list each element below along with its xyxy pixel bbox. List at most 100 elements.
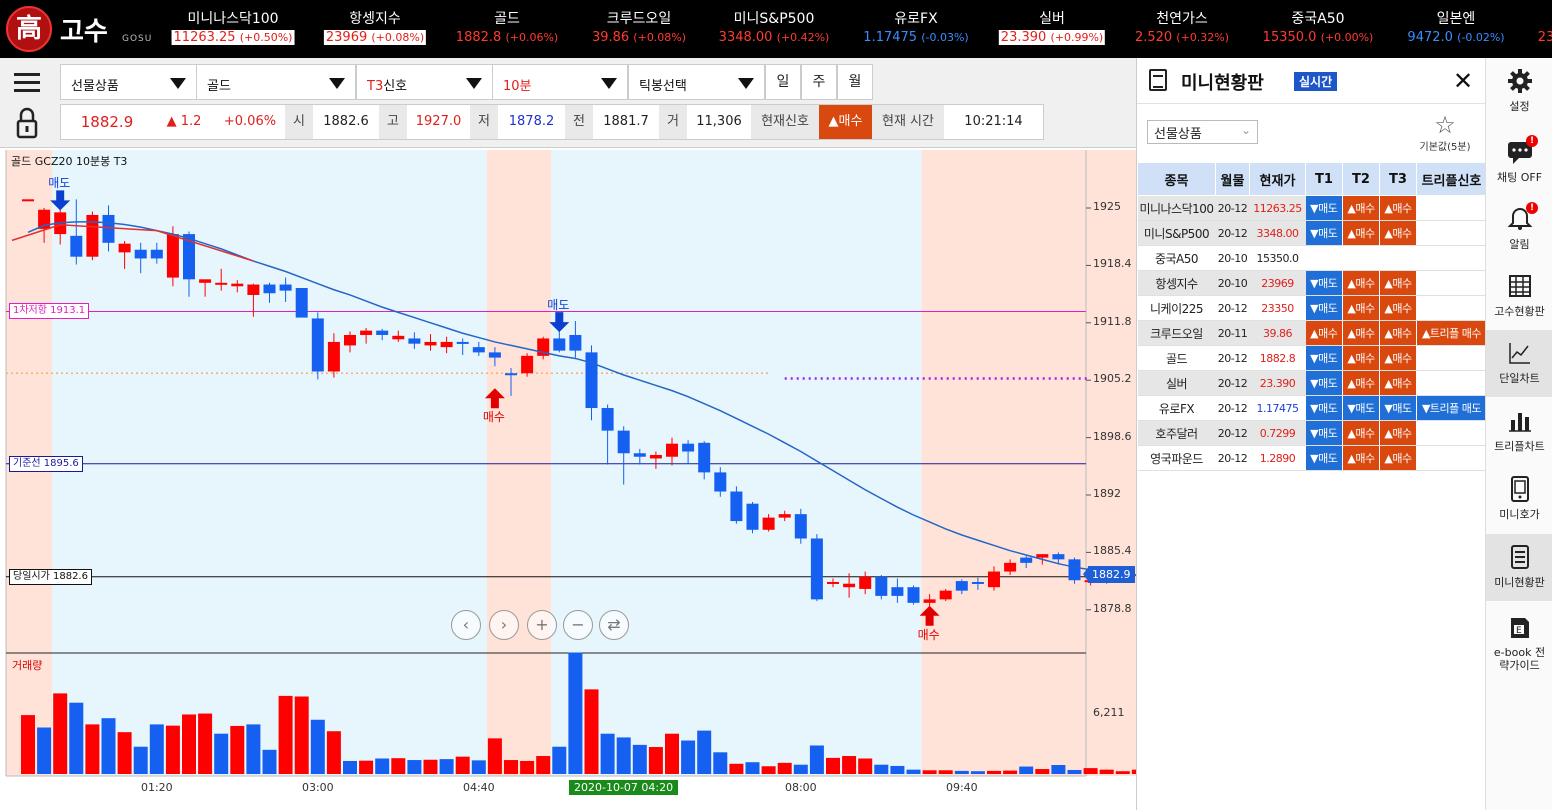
month-cell: 20-12 [1215, 420, 1250, 446]
volume-bar [504, 760, 518, 774]
product-select-label: 골드 [207, 79, 231, 94]
table-row[interactable]: 항셍지수 20-10 23969 ▼매도 ▲매수 ▲매수 [1137, 270, 1487, 296]
price-cell: 1882.8 [1249, 345, 1306, 371]
table-row[interactable]: 크루드오일 20-11 39.86 ▲매수 ▲매수 ▲매수 ▲트리플 매수 [1137, 320, 1487, 346]
table-row[interactable]: 중국A50 20-10 15350.0 [1137, 245, 1487, 271]
sidenav-item[interactable]: 단일차트 [1486, 330, 1552, 397]
ticker-item[interactable]: 실버 23.390 (+0.99%) [987, 0, 1117, 58]
panel-category-label: 선물상품 [1154, 127, 1202, 142]
favorite-button[interactable]: ☆ 기본값(5분) [1405, 112, 1485, 154]
low-value: 1878.2 [498, 104, 565, 140]
volume-bar [536, 756, 551, 774]
table-row[interactable]: 실버 20-12 23.390 ▼매도 ▲매수 ▲매수 [1137, 370, 1487, 396]
sidenav-item[interactable]: 미니호가 [1486, 466, 1552, 533]
sidenav-item[interactable]: ! 알림 [1486, 196, 1552, 263]
candle-body [827, 581, 839, 584]
sidenav-item[interactable]: 미니현황판 [1486, 534, 1552, 601]
panel-category-select[interactable]: 선물상품 ⌄ [1147, 120, 1258, 144]
session-shading [52, 150, 487, 776]
triple-signal-cell [1416, 445, 1487, 471]
volume-bar [584, 689, 599, 774]
mini-dashboard-panel: 미니현황판 실시간 ✕ 선물상품 ⌄ ☆ 기본값(5분) 종목 월물 현재가 T1 T2… [1136, 58, 1487, 810]
chevron-left-icon[interactable]: ‹ [451, 610, 481, 640]
t3-signal-cell: ▲매수 [1379, 445, 1417, 471]
column-header[interactable]: 종목 [1137, 162, 1216, 196]
ticker-item[interactable]: 크루드오일 39.86 (+0.08%) [574, 0, 704, 58]
t3-signal-cell: ▲매수 [1379, 220, 1417, 246]
ticker-name: 실버 [1039, 11, 1065, 27]
tick-select[interactable]: 틱봉선택 [628, 64, 765, 100]
ticker-item[interactable]: 미니나스닥100 11263.25 (+0.50%) [168, 0, 298, 58]
volume-bar [906, 769, 921, 774]
column-header[interactable]: T1 [1305, 162, 1343, 196]
column-header[interactable]: T3 [1379, 162, 1417, 196]
category-select[interactable]: 선물상품 [60, 64, 197, 100]
table-row[interactable]: 미니S&P500 20-12 3348.00 ▼매도 ▲매수 ▲매수 [1137, 220, 1487, 246]
column-header[interactable]: T2 [1342, 162, 1380, 196]
candle-body [38, 209, 51, 229]
table-row[interactable]: 미니나스닥100 20-12 11263.25 ▼매도 ▲매수 ▲매수 [1137, 195, 1487, 221]
y-tick-label: 1885.4 [1093, 544, 1132, 558]
menu-button[interactable] [6, 64, 48, 100]
triple-signal-cell [1416, 295, 1487, 321]
month-cell: 20-10 [1215, 245, 1250, 271]
ticker-item[interactable]: 천연가스 2.520 (+0.32%) [1117, 0, 1247, 58]
x-tick-label: 09:40 [945, 781, 978, 794]
ticker-item[interactable]: 23 [1481, 0, 1552, 58]
table-row[interactable]: 유로FX 20-12 1.17475 ▼매도 ▼매도 ▼매도 ▼트리플 매도 [1137, 395, 1487, 421]
panel-title: 미니현황판 [1181, 73, 1264, 94]
sidenav-item[interactable]: 설정 [1486, 58, 1552, 125]
column-header[interactable]: 트리플신호 [1416, 162, 1487, 196]
current-price: 1882.9 [60, 104, 153, 140]
ticker-item[interactable]: 일본엔 9472.0 (-0.02%) [1391, 0, 1521, 58]
ticker-item[interactable]: 골드 1882.8 (+0.06%) [442, 0, 572, 58]
period-day-button[interactable]: 일 [765, 64, 801, 100]
zoom-in-icon[interactable]: + [527, 610, 557, 640]
logo-subtitle: GOSU [122, 34, 153, 44]
ticker-item[interactable]: 중국A50 15350.0 (+0.00%) [1253, 0, 1383, 58]
volume-bar [375, 758, 390, 774]
interval-select[interactable]: 10분 [492, 64, 628, 100]
refresh-icon[interactable]: ⇄ [599, 610, 629, 640]
ticker-item[interactable]: 항셍지수 23969 (+0.08%) [310, 0, 440, 58]
volume-bar [874, 764, 889, 774]
ticker-price: 23969 [325, 30, 368, 45]
volume-bar [359, 760, 374, 774]
zoom-out-icon[interactable]: − [563, 610, 593, 640]
triple-signal-cell [1416, 345, 1487, 371]
item-name-cell: 미니나스닥100 [1137, 195, 1216, 221]
triple-signal-cell [1416, 220, 1487, 246]
chevron-right-icon[interactable]: › [489, 610, 519, 640]
sidenav-item[interactable]: ! 채팅 OFF [1486, 129, 1552, 196]
month-cell: 20-10 [1215, 270, 1250, 296]
chevron-down-icon [601, 78, 617, 89]
triple-signal-cell [1416, 195, 1487, 221]
period-week-button[interactable]: 주 [801, 64, 837, 100]
sidenav-item[interactable]: 트리플차트 [1486, 398, 1552, 465]
period-month-button[interactable]: 월 [837, 64, 873, 100]
table-row[interactable]: 골드 20-12 1882.8 ▼매도 ▲매수 ▲매수 [1137, 345, 1487, 371]
candle-body [762, 517, 775, 530]
sidenav-label: 트리플차트 [1494, 440, 1545, 453]
column-header[interactable]: 월물 [1215, 162, 1250, 196]
signal-select[interactable]: T3신호 [356, 64, 493, 100]
volume-pane-label: 거래량 [12, 659, 43, 672]
close-icon[interactable]: ✕ [1453, 67, 1474, 95]
chart-canvas[interactable] [0, 148, 1136, 810]
table-row[interactable]: 호주달러 20-12 0.7299 ▼매도 ▲매수 ▲매수 [1137, 420, 1487, 446]
triple-signal-cell: ▼트리플 매도 [1416, 395, 1487, 421]
table-row[interactable]: 영국파운드 20-12 1.2890 ▼매도 ▲매수 ▲매수 [1137, 445, 1487, 471]
ticker-item[interactable]: 미니S&P500 3348.00 (+0.42%) [709, 0, 839, 58]
lock-button[interactable] [10, 105, 44, 141]
gear-icon [1507, 68, 1533, 94]
item-name-cell: 크루드오일 [1137, 320, 1216, 346]
candle-body [810, 538, 823, 600]
product-select[interactable]: 골드 [196, 64, 356, 100]
table-row[interactable]: 니케이225 20-12 23350 ▼매도 ▲매수 ▲매수 [1137, 295, 1487, 321]
price-chart[interactable]: 골드 GCZ20 10분봉 T3 1925 1918.4 1911.8 1905.2 1… [0, 148, 1136, 810]
logo[interactable]: 高 고수 GOSU [6, 6, 156, 52]
column-header[interactable]: 현재가 [1249, 162, 1306, 196]
sidenav-item[interactable]: 고수현황판 [1486, 263, 1552, 330]
ticker-item[interactable]: 유로FX 1.17475 (-0.03%) [851, 0, 981, 58]
